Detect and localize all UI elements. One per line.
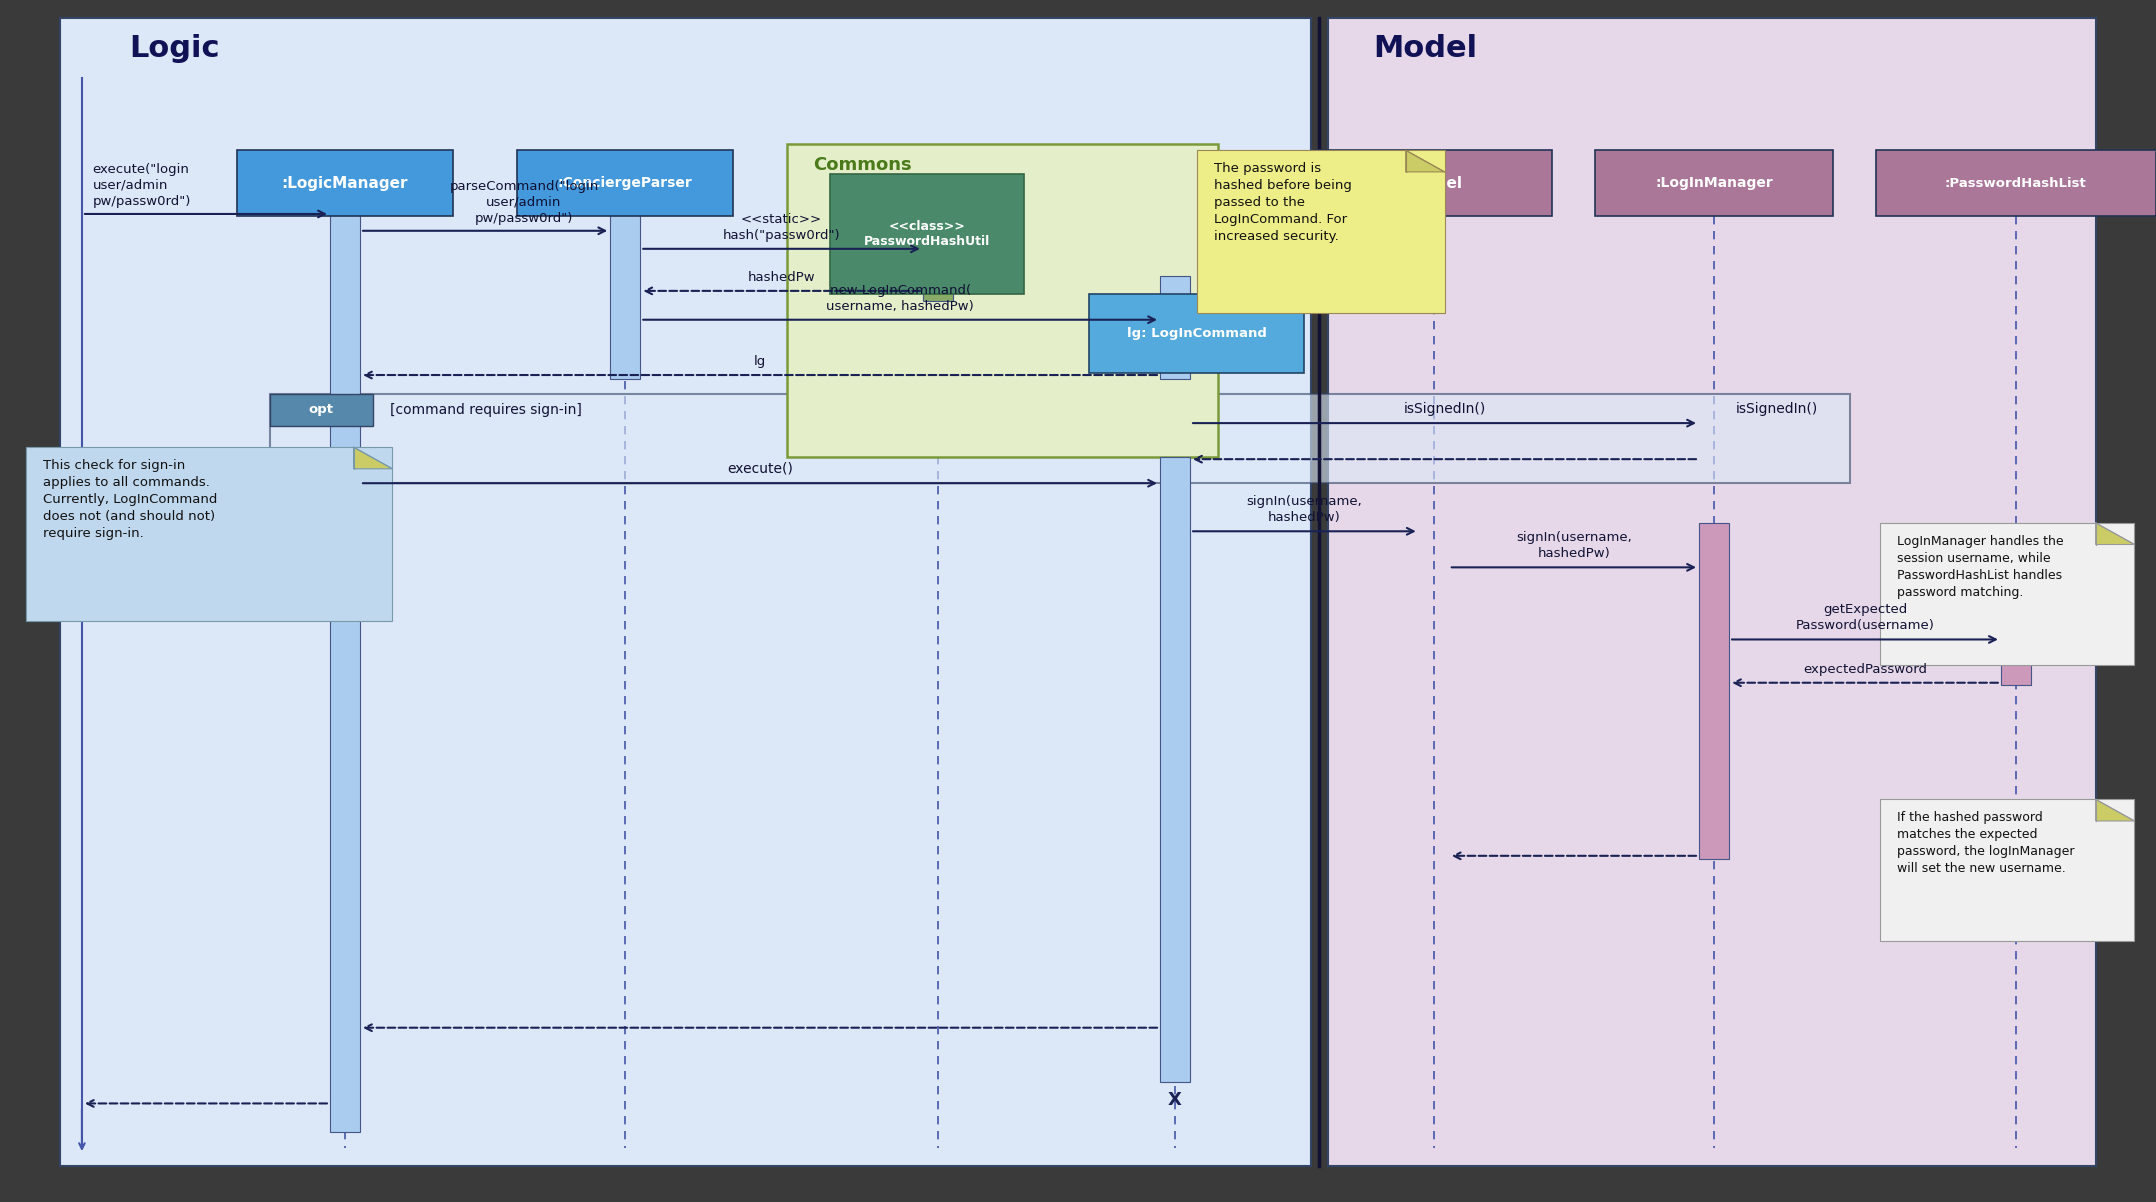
FancyBboxPatch shape: [1315, 150, 1552, 216]
FancyBboxPatch shape: [787, 144, 1218, 457]
Text: Logic: Logic: [129, 34, 220, 63]
Text: isSignedIn(): isSignedIn(): [1404, 401, 1485, 416]
Text: lg: lg: [755, 355, 765, 368]
FancyBboxPatch shape: [1876, 150, 2156, 216]
FancyBboxPatch shape: [270, 394, 373, 426]
Text: signIn(username,
hashedPw): signIn(username, hashedPw): [1246, 495, 1363, 524]
FancyBboxPatch shape: [237, 150, 453, 216]
Text: <<static>>
hash("passw0rd"): <<static>> hash("passw0rd"): [722, 213, 841, 242]
Text: expectedPassword: expectedPassword: [1802, 662, 1927, 676]
FancyBboxPatch shape: [270, 394, 1850, 483]
FancyBboxPatch shape: [830, 174, 1024, 294]
FancyBboxPatch shape: [2001, 631, 2031, 685]
FancyBboxPatch shape: [1328, 18, 2096, 1166]
Text: lg: LogInCommand: lg: LogInCommand: [1128, 327, 1266, 340]
FancyBboxPatch shape: [1880, 523, 2134, 665]
FancyBboxPatch shape: [1880, 799, 2134, 941]
Text: LogInManager handles the
session username, while
PasswordHashList handles
passwo: LogInManager handles the session usernam…: [1897, 535, 2063, 599]
FancyBboxPatch shape: [610, 204, 640, 379]
FancyBboxPatch shape: [330, 195, 360, 1132]
Text: parseCommand("login
user/admin
pw/passw0rd"): parseCommand("login user/admin pw/passw0…: [448, 180, 599, 225]
Text: [command requires sign-in]: [command requires sign-in]: [390, 403, 582, 417]
Text: The password is
hashed before being
passed to the
LogInCommand. For
increased se: The password is hashed before being pass…: [1214, 162, 1352, 243]
Text: If the hashed password
matches the expected
password, the logInManager
will set : If the hashed password matches the expec…: [1897, 811, 2074, 875]
Polygon shape: [1406, 150, 1445, 172]
FancyBboxPatch shape: [1699, 523, 1729, 859]
FancyBboxPatch shape: [60, 18, 1311, 1166]
Text: :PasswordHashList: :PasswordHashList: [1945, 177, 2087, 190]
FancyBboxPatch shape: [517, 150, 733, 216]
FancyBboxPatch shape: [26, 447, 392, 621]
Text: X: X: [1169, 1091, 1181, 1108]
Text: :LogInManager: :LogInManager: [1656, 177, 1772, 190]
Text: Commons: Commons: [813, 156, 912, 174]
Polygon shape: [2096, 523, 2134, 545]
Text: isSignedIn(): isSignedIn(): [1736, 401, 1818, 416]
FancyBboxPatch shape: [923, 228, 953, 300]
FancyBboxPatch shape: [1160, 276, 1190, 379]
Text: new LogInCommand(
username, hashedPw): new LogInCommand( username, hashedPw): [826, 284, 975, 313]
Text: Model: Model: [1373, 34, 1477, 63]
Text: execute("login
user/admin
pw/passw0rd"): execute("login user/admin pw/passw0rd"): [93, 163, 192, 208]
FancyBboxPatch shape: [1160, 457, 1190, 1082]
Text: signIn(username,
hashedPw): signIn(username, hashedPw): [1516, 531, 1632, 560]
Text: :LogicManager: :LogicManager: [282, 175, 407, 191]
Polygon shape: [2096, 799, 2134, 821]
Text: :ConciergeParser: :ConciergeParser: [558, 177, 692, 190]
Text: opt: opt: [308, 404, 334, 416]
Text: This check for sign-in
applies to all commands.
Currently, LogInCommand
does not: This check for sign-in applies to all co…: [43, 459, 218, 540]
Text: :Model: :Model: [1406, 175, 1462, 191]
Text: hashedPw: hashedPw: [748, 270, 815, 284]
FancyBboxPatch shape: [1089, 294, 1304, 373]
Text: execute(): execute(): [727, 462, 793, 476]
Text: getExpected
Password(username): getExpected Password(username): [1796, 603, 1934, 632]
FancyBboxPatch shape: [1197, 150, 1445, 313]
Text: <<class>>
PasswordHashUtil: <<class>> PasswordHashUtil: [865, 220, 990, 249]
FancyBboxPatch shape: [1595, 150, 1833, 216]
Polygon shape: [354, 447, 392, 469]
